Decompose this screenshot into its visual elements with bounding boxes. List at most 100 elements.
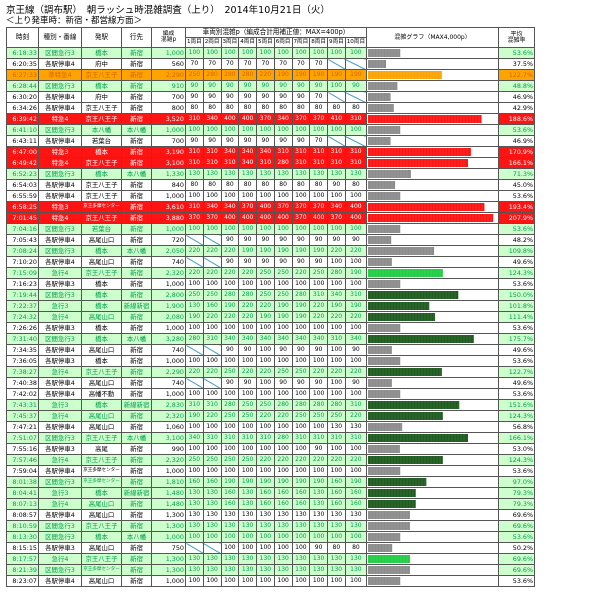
congestion-bar [368, 346, 392, 354]
congestion-bar-cell [366, 388, 500, 400]
origin-station: 橋本 [81, 355, 122, 367]
origin-station: 橋本 [81, 333, 122, 345]
origin-station: 本八幡 [81, 124, 122, 136]
destination-station: 本八幡 [121, 333, 152, 345]
car-3-value: 100 [220, 190, 240, 202]
car-10-value: 80 [344, 179, 368, 191]
car-7-value: 190 [291, 311, 311, 323]
car-2-value: 160 [202, 476, 222, 488]
car-4-value: 370 [238, 201, 257, 213]
car-5-value: 100 [256, 542, 275, 554]
total-congestion: 1,000 [151, 465, 186, 477]
header-time: 時刻 [6, 27, 39, 48]
origin-station: 府中 [81, 91, 122, 103]
destination-station: 新宿 [121, 520, 152, 532]
train-type: 区間急行3 [38, 80, 82, 92]
total-congestion: 1,000 [151, 278, 186, 290]
car-9-value: 130 [327, 509, 346, 521]
car-4-value: 100 [238, 542, 257, 554]
car-6-value: 90 [273, 91, 293, 103]
car-5-value: 340 [256, 333, 275, 345]
table-row: 7:57:46 急行4 京王八王子 新宿 2,320 250 250 250 250 220 220… [6, 454, 536, 466]
car-8-value: 100 [309, 465, 328, 477]
total-congestion: 1,060 [151, 421, 186, 433]
origin-station: 京王八王子 [81, 113, 122, 125]
car-10-value: 100 [344, 223, 368, 235]
train-type: 特急3 [38, 146, 82, 158]
car-5-value: 160 [256, 487, 275, 499]
car-7-value: 190 [291, 300, 311, 312]
average-congestion-rate: 45.0% [498, 179, 536, 191]
congestion-bar-svg [367, 126, 401, 134]
train-type: 区間急行3 [38, 333, 82, 345]
car-10-value: 100 [344, 388, 368, 400]
average-congestion-rate: 46.9% [498, 135, 536, 147]
car-1-value: 100 [185, 124, 204, 136]
car-6-value: 100 [273, 223, 293, 235]
congestion-bar-svg [367, 456, 443, 464]
car-8-value: 250 [309, 267, 328, 279]
average-congestion-rate: 79.3% [498, 487, 536, 499]
car-10-value: 190 [344, 69, 368, 81]
car-9-value: 370 [327, 212, 346, 224]
header-car-1: 1両目 [185, 37, 204, 48]
car-2-value: 220 [202, 311, 222, 323]
departure-time: 6:55:59 [6, 190, 39, 202]
car-7-value: 220 [291, 267, 311, 279]
total-congestion: 720 [151, 234, 186, 246]
destination-station: 新宿 [121, 289, 152, 301]
car-5-value: 220 [256, 69, 275, 81]
car-8-value: 70 [309, 135, 328, 147]
total-congestion: 1,000 [151, 124, 186, 136]
destination-station: 新宿 [121, 47, 152, 59]
car-7-value: 310 [291, 432, 311, 444]
car-10-value [344, 91, 368, 103]
congestion-bar-cell [366, 91, 500, 103]
car-8-value: 100 [309, 355, 328, 367]
car-6-value: 100 [273, 124, 293, 136]
car-7-value: 100 [291, 278, 311, 290]
header-dest: 行先 [121, 27, 152, 48]
car-8-value: 130 [309, 168, 328, 180]
car-5-value: 80 [256, 102, 275, 114]
car-8-value: 90 [309, 256, 328, 268]
car-8-value: 100 [309, 421, 328, 433]
car-8-value: 100 [309, 124, 328, 136]
car-6-value: 310 [273, 146, 293, 158]
congestion-bar-svg [367, 533, 401, 541]
table-row: 6:34:26 各駅停車4 京王八王子 新宿 800 80 80 80 80 80 80 80 80 80… [6, 102, 536, 114]
car-1-value: 280 [185, 333, 204, 345]
table-row: 7:38:27 急行4 京王八王子 新宿 2,290 220 220 250 220 220 250… [6, 366, 536, 378]
car-9-value: 90 [327, 234, 346, 246]
train-type: 区間急行3 [38, 245, 82, 257]
total-congestion: 1,900 [151, 300, 186, 312]
departure-time: 6:27:33 [6, 69, 39, 81]
table-row: 6:28:44 区間急行3 橋本 新宿 910 90 90 90 90 90 90 90 90 100 90… [6, 80, 536, 92]
total-congestion: 840 [151, 179, 186, 191]
car-5-value: 130 [256, 509, 275, 521]
header-origin: 発駅 [81, 27, 122, 48]
car-1-value: 160 [185, 476, 204, 488]
table-row: 8:10:59 区間急行3 京王八王子 新宿 1,300 130 130 130 130 130 1… [6, 520, 536, 532]
car-3-value: 400 [220, 113, 240, 125]
car-5-value: 100 [256, 344, 275, 356]
table-row: 6:52:23 区間急行3 橋本 本八幡 1,330 130 130 130 130 130 130… [6, 168, 536, 180]
car-3-value: 100 [220, 322, 240, 334]
destination-station: 新宿 [121, 157, 152, 169]
average-congestion-rate: 188.6% [498, 113, 536, 125]
car-8-value: 310 [309, 146, 328, 158]
total-congestion: 3,280 [151, 333, 186, 345]
departure-time: 7:59:04 [6, 465, 39, 477]
congestion-bar-svg [367, 49, 401, 57]
car-10-value: 220 [344, 366, 368, 378]
congestion-bar [368, 456, 443, 464]
destination-station: 新宿 [121, 476, 152, 488]
average-congestion-rate: 46.9% [498, 91, 536, 103]
car-3-value: 220 [220, 267, 240, 279]
car-2-value [202, 377, 222, 389]
car-4-value: 220 [238, 311, 257, 323]
car-7-value: 190 [291, 476, 311, 488]
origin-station: 橋本 [81, 146, 122, 158]
car-5-value: 90 [256, 91, 275, 103]
total-congestion: 1,810 [151, 476, 186, 488]
